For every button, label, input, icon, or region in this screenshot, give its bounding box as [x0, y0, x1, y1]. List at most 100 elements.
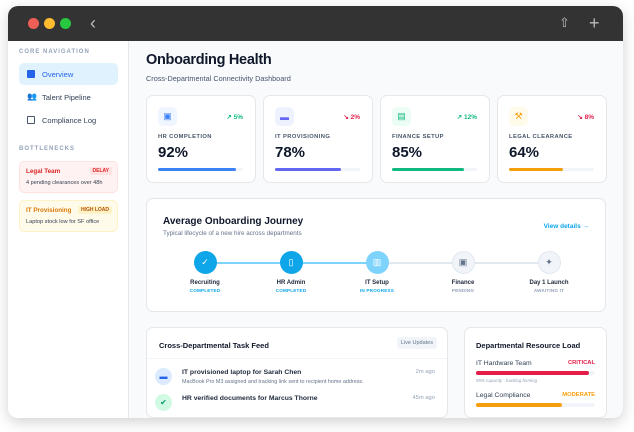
resource-status: CRITICAL	[567, 360, 595, 366]
page-subtitle: Cross-Departmental Connectivity Dashboar…	[146, 74, 291, 83]
journey-step[interactable]: ✦ Day 1 Launch AWAITING IT	[509, 251, 589, 293]
devices-icon: ▥	[365, 251, 389, 274]
bottleneck-it-provisioning[interactable]: IT Provisioning HIGH LOAD Laptop stock l…	[19, 200, 118, 232]
task-feed-card: Cross-Departmental Task Feed Live Update…	[146, 327, 448, 418]
journey-step[interactable]: ▣ Finance PENDING	[423, 251, 503, 293]
feed-item-title: HR verified documents for Marcus Thorne	[182, 395, 318, 402]
journey-step[interactable]: ▥ IT Setup IN PROGRESS	[337, 251, 417, 293]
page-title: Onboarding Health	[146, 52, 272, 68]
step-name: IT Setup	[365, 280, 389, 286]
gavel-icon: ⚒	[509, 107, 528, 126]
clipboard-icon	[27, 116, 35, 124]
sidebar-item-label: Compliance Log	[42, 115, 97, 125]
sidebar-item-talent-pipeline[interactable]: 👥 Talent Pipeline	[19, 86, 118, 108]
task-feed-title: Cross-Departmental Task Feed	[159, 341, 269, 350]
feed-item-time: 2m ago	[415, 369, 435, 375]
step-name: Finance	[451, 280, 475, 286]
kpi-value: 85%	[392, 144, 423, 161]
kpi-card-3[interactable]: ⚒ ↘ 8% LEGAL CLEARANCE 64%	[497, 95, 607, 183]
id-badge-icon: ▣	[158, 107, 177, 126]
resource-load-title: Departmental Resource Load	[476, 341, 581, 350]
feed-item-title: IT provisioned laptop for Sarah Chen	[182, 369, 302, 376]
bottleneck-desc: Laptop stock low for SF office	[26, 219, 100, 225]
share-icon[interactable]: ⇧	[559, 15, 570, 30]
kpi-progress-fill	[509, 168, 564, 171]
bottleneck-desc: 4 pending clearances over 48h	[26, 180, 103, 186]
dashboard-icon	[27, 70, 35, 78]
money-icon: ▤	[392, 107, 411, 126]
kpi-value: 78%	[275, 144, 306, 161]
step-name: Recruiting	[190, 280, 220, 286]
bottlenecks-label: BOTTLENECKS	[19, 146, 75, 152]
bottleneck-legal-team[interactable]: Legal Team DELAY 4 pending clearances ov…	[19, 161, 118, 193]
journey-step[interactable]: ▯ HR Admin COMPLETED	[251, 251, 331, 293]
bottleneck-title: IT Provisioning	[26, 207, 72, 214]
high-load-badge: HIGH LOAD	[77, 206, 112, 214]
bottleneck-title: Legal Team	[26, 168, 61, 175]
kpi-progress-bar	[509, 168, 594, 171]
feed-item[interactable]: ✔ HR verified documents for Marcus Thorn…	[155, 394, 435, 416]
minimize-window-button[interactable]	[44, 18, 55, 29]
step-status: COMPLETED	[189, 288, 221, 293]
resource-load-fill	[476, 371, 590, 375]
trend-indicator: ↘ 2%	[343, 114, 360, 121]
kpi-label: IT PROVISIONING	[275, 134, 331, 140]
resource-load-bar	[476, 371, 595, 375]
close-window-button[interactable]	[28, 18, 39, 29]
core-navigation-label: CORE NAVIGATION	[19, 49, 90, 55]
kpi-progress-fill	[158, 168, 237, 171]
party-icon: ✦	[537, 251, 561, 274]
kpi-progress-bar	[158, 168, 243, 171]
step-name: HR Admin	[276, 280, 306, 286]
title-bar: ‹ ⇧ +	[8, 6, 623, 41]
divider	[147, 358, 447, 359]
app-window: ‹ ⇧ + CORE NAVIGATION Overview 👥 Talent …	[8, 6, 623, 418]
verified-icon: ✔	[155, 394, 172, 411]
kpi-label: LEGAL CLEARANCE	[509, 134, 573, 140]
resource-item: IT Hardware Team CRITICAL 95% capacity -…	[476, 360, 595, 383]
user-check-icon: ✓	[193, 251, 217, 274]
kpi-label: FINANCE SETUP	[392, 134, 444, 140]
journey-subtitle: Typical lifecycle of a new hire across d…	[163, 230, 302, 237]
resource-status: MODERATE	[562, 392, 595, 398]
kpi-value: 92%	[158, 144, 189, 161]
maximize-window-button[interactable]	[60, 18, 71, 29]
step-status: AWAITING IT	[533, 288, 565, 293]
journey-card: Average Onboarding Journey Typical lifec…	[146, 198, 606, 312]
step-status: IN PROGRESS	[359, 288, 395, 293]
step-status: COMPLETED	[275, 288, 307, 293]
back-icon[interactable]: ‹	[90, 13, 96, 33]
trend-indicator: ↗ 12%	[456, 114, 477, 121]
kpi-card-2[interactable]: ▤ ↗ 12% FINANCE SETUP 85%	[380, 95, 490, 183]
plus-icon[interactable]: +	[589, 13, 600, 33]
sidebar-item-label: Overview	[42, 69, 74, 79]
laptop-icon: ▬	[275, 107, 294, 126]
kpi-value: 64%	[509, 144, 540, 161]
resource-item: Legal Compliance MODERATE	[476, 392, 595, 410]
journey-title: Average Onboarding Journey	[163, 216, 304, 227]
people-icon: 👥	[27, 92, 37, 101]
kpi-progress-bar	[275, 168, 360, 171]
document-icon: ▯	[279, 251, 303, 274]
step-name: Day 1 Launch	[529, 280, 569, 286]
kpi-card-0[interactable]: ▣ ↗ 5% HR COMPLETION 92%	[146, 95, 256, 183]
feed-item[interactable]: ▬ IT provisioned laptop for Sarah Chen M…	[155, 368, 435, 390]
resource-load-fill	[476, 403, 562, 407]
sidebar-item-compliance-log[interactable]: Compliance Log	[19, 109, 118, 131]
view-details-link[interactable]: View details →	[543, 223, 589, 230]
delay-badge: DELAY	[89, 167, 112, 175]
kpi-card-1[interactable]: ▬ ↘ 2% IT PROVISIONING 78%	[263, 95, 373, 183]
feed-item-time: 45m ago	[412, 395, 435, 401]
resource-load-bar	[476, 403, 595, 407]
journey-step[interactable]: ✓ Recruiting COMPLETED	[165, 251, 245, 293]
sidebar-item-label: Talent Pipeline	[42, 92, 91, 102]
step-status: PENDING	[451, 288, 475, 293]
resource-name: Legal Compliance	[476, 392, 531, 399]
kpi-label: HR COMPLETION	[158, 134, 212, 140]
live-updates-badge: Live Updates	[396, 337, 437, 349]
trend-indicator: ↘ 8%	[577, 114, 594, 121]
sidebar-item-overview[interactable]: Overview	[19, 63, 118, 85]
kpi-progress-bar	[392, 168, 477, 171]
resource-load-card: Departmental Resource Load IT Hardware T…	[464, 327, 607, 418]
trend-indicator: ↗ 5%	[226, 114, 243, 121]
